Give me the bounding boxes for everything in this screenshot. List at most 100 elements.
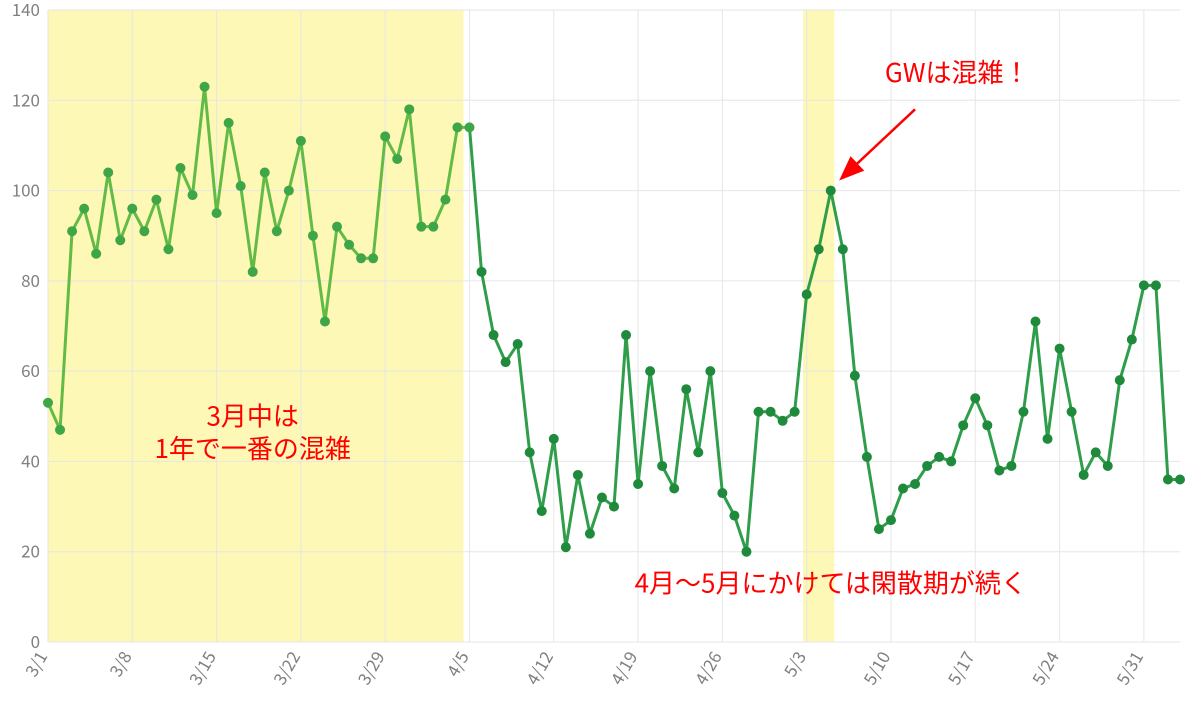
data-point bbox=[1079, 470, 1089, 480]
data-point bbox=[705, 366, 715, 376]
data-point bbox=[741, 547, 751, 557]
data-point bbox=[163, 244, 173, 254]
data-point bbox=[537, 506, 547, 516]
data-point bbox=[657, 461, 667, 471]
y-tick-label: 20 bbox=[21, 538, 40, 563]
data-point bbox=[1151, 280, 1161, 290]
data-point bbox=[188, 190, 198, 200]
data-point bbox=[55, 425, 65, 435]
data-point bbox=[633, 479, 643, 489]
data-point bbox=[862, 452, 872, 462]
data-point bbox=[525, 447, 535, 457]
data-point bbox=[1163, 474, 1173, 484]
data-point bbox=[200, 82, 210, 92]
data-point bbox=[693, 447, 703, 457]
data-point bbox=[573, 470, 583, 480]
data-point bbox=[1115, 375, 1125, 385]
data-point bbox=[645, 366, 655, 376]
data-point bbox=[922, 461, 932, 471]
data-point bbox=[1055, 344, 1065, 354]
data-point bbox=[790, 407, 800, 417]
data-point bbox=[236, 181, 246, 191]
data-point bbox=[982, 420, 992, 430]
data-point bbox=[850, 371, 860, 381]
annotation-text: GWは混雑！ bbox=[885, 53, 1030, 90]
data-point bbox=[151, 195, 161, 205]
data-point bbox=[898, 484, 908, 494]
highlight-band bbox=[48, 10, 463, 642]
data-point bbox=[248, 267, 258, 277]
data-point bbox=[103, 168, 113, 178]
data-point bbox=[489, 330, 499, 340]
data-point bbox=[464, 122, 474, 132]
data-point bbox=[452, 122, 462, 132]
data-point bbox=[1175, 474, 1185, 484]
data-point bbox=[91, 249, 101, 259]
data-point bbox=[886, 515, 896, 525]
data-point bbox=[766, 407, 776, 417]
data-point bbox=[717, 488, 727, 498]
y-tick-label: 80 bbox=[21, 267, 40, 292]
data-point bbox=[404, 104, 414, 114]
data-point bbox=[428, 222, 438, 232]
data-point bbox=[1139, 280, 1149, 290]
data-point bbox=[681, 384, 691, 394]
y-tick-label: 60 bbox=[21, 357, 40, 382]
data-point bbox=[669, 484, 679, 494]
data-point bbox=[127, 204, 137, 214]
data-point bbox=[308, 231, 318, 241]
data-point bbox=[332, 222, 342, 232]
data-point bbox=[994, 465, 1004, 475]
data-point bbox=[368, 253, 378, 263]
data-point bbox=[513, 339, 523, 349]
data-point bbox=[729, 511, 739, 521]
data-point bbox=[958, 420, 968, 430]
data-point bbox=[115, 235, 125, 245]
data-point bbox=[1103, 461, 1113, 471]
data-point bbox=[43, 398, 53, 408]
annotation: GWは混雑！ bbox=[885, 53, 1030, 90]
data-point bbox=[874, 524, 884, 534]
line-chart: 0204060801001201403/13/83/153/223/294/54… bbox=[0, 0, 1200, 712]
data-point bbox=[934, 452, 944, 462]
data-point bbox=[139, 226, 149, 236]
data-point bbox=[175, 163, 185, 173]
annotation: 4月～5月にかけては閑散期が続く bbox=[635, 563, 1027, 600]
data-point bbox=[212, 208, 222, 218]
data-point bbox=[1030, 316, 1040, 326]
data-point bbox=[224, 118, 234, 128]
data-point bbox=[501, 357, 511, 367]
data-point bbox=[1127, 335, 1137, 345]
data-point bbox=[344, 240, 354, 250]
data-point bbox=[272, 226, 282, 236]
data-point bbox=[320, 316, 330, 326]
data-point bbox=[946, 456, 956, 466]
y-tick-label: 140 bbox=[12, 0, 40, 21]
data-point bbox=[561, 542, 571, 552]
data-point bbox=[392, 154, 402, 164]
data-point bbox=[802, 289, 812, 299]
data-point bbox=[440, 195, 450, 205]
data-point bbox=[1091, 447, 1101, 457]
data-point bbox=[284, 186, 294, 196]
annotation-text: 3月中は bbox=[207, 396, 299, 433]
data-point bbox=[1006, 461, 1016, 471]
data-point bbox=[814, 244, 824, 254]
data-point bbox=[260, 168, 270, 178]
y-tick-label: 100 bbox=[12, 177, 40, 202]
data-point bbox=[67, 226, 77, 236]
data-point bbox=[1043, 434, 1053, 444]
data-point bbox=[416, 222, 426, 232]
data-point bbox=[549, 434, 559, 444]
data-point bbox=[79, 204, 89, 214]
data-point bbox=[621, 330, 631, 340]
y-tick-label: 120 bbox=[12, 86, 40, 111]
data-point bbox=[609, 502, 619, 512]
data-point bbox=[296, 136, 306, 146]
data-point bbox=[477, 267, 487, 277]
data-point bbox=[1018, 407, 1028, 417]
data-point bbox=[585, 529, 595, 539]
data-point bbox=[1067, 407, 1077, 417]
data-point bbox=[754, 407, 764, 417]
highlight-band bbox=[803, 10, 834, 642]
